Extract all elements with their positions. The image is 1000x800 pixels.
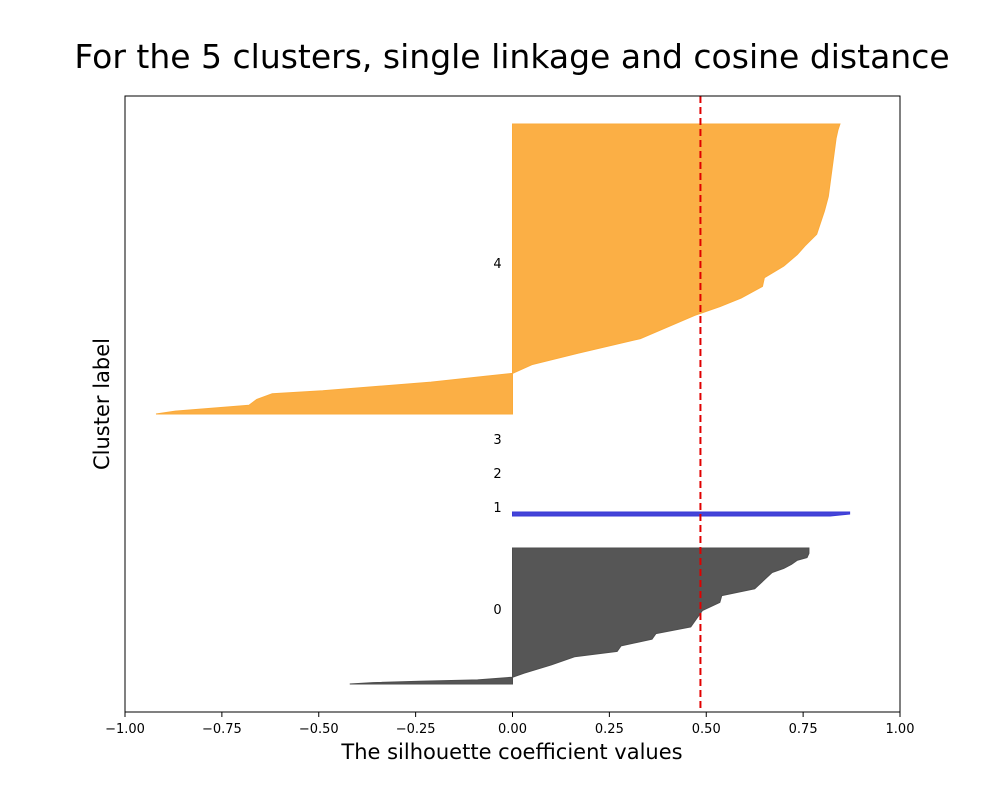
- x-tick-label: 0.25: [595, 722, 624, 737]
- cluster-label-4: 4: [493, 257, 501, 272]
- cluster-label-2: 2: [493, 467, 501, 482]
- cluster-label-1: 1: [493, 501, 501, 516]
- cluster-label-3: 3: [493, 433, 501, 448]
- chart-title: For the 5 clusters, single linkage and c…: [74, 37, 949, 76]
- y-axis-label: Cluster label: [90, 338, 114, 470]
- x-tick-label: −1.00: [105, 722, 145, 737]
- cluster-4-silhouette: [155, 123, 841, 415]
- x-axis-label: The silhouette coefficient values: [340, 740, 682, 764]
- x-tick-label: −0.50: [299, 722, 339, 737]
- x-tick-label: 0.50: [692, 722, 721, 737]
- plot-area: 0 1 2 3 4: [155, 96, 851, 712]
- x-tick-label: 1.00: [886, 722, 915, 737]
- cluster-0-silhouette: [349, 547, 810, 685]
- x-tick-label: −0.75: [202, 722, 242, 737]
- cluster-1-silhouette: [512, 511, 851, 517]
- x-tick-label: −0.25: [396, 722, 436, 737]
- x-tick-label: 0.75: [789, 722, 818, 737]
- x-axis: −1.00 −0.75 −0.50 −0.25 0.00 0.25 0.50 0.75 1.00: [105, 712, 914, 737]
- x-tick-label: 0.00: [498, 722, 527, 737]
- cluster-label-0: 0: [493, 603, 501, 618]
